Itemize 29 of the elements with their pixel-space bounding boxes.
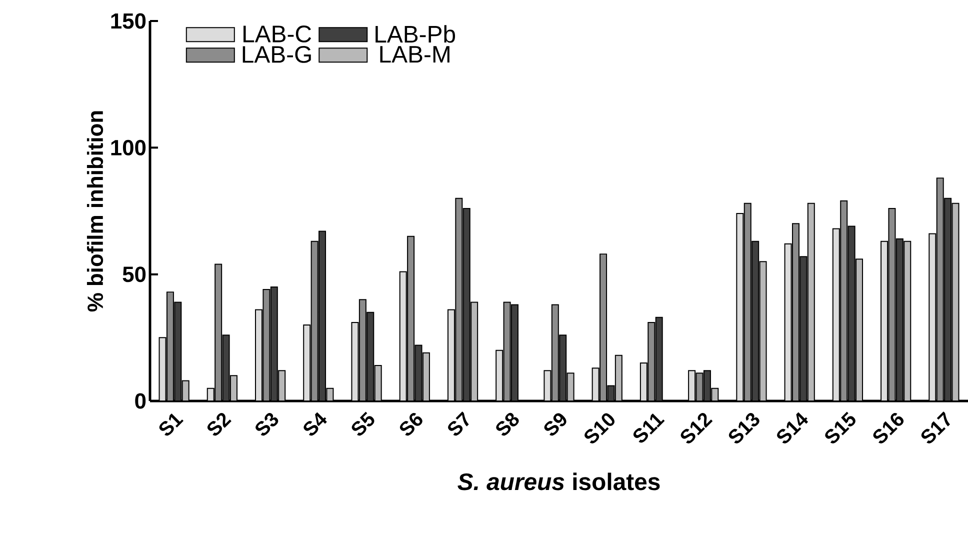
y-tick-label: 150 xyxy=(111,13,146,29)
x-tick-label: S17 xyxy=(921,411,950,444)
x-tick-label: S4 xyxy=(304,412,327,436)
bar xyxy=(952,202,960,401)
x-axis-title: S. aureus isolates xyxy=(458,472,660,490)
x-tick-label: S13 xyxy=(728,412,760,444)
x-tick-label: S8 xyxy=(496,412,519,436)
y-tick-label: 50 xyxy=(122,266,146,282)
x-tick-label: S12 xyxy=(680,412,713,444)
x-tick-label: S14 xyxy=(777,412,808,444)
x-tick-label: S16 xyxy=(873,412,904,444)
y-tick-label: 100 xyxy=(111,140,146,156)
y-tick-label: 0 xyxy=(135,393,146,409)
x-tick-label: S10 xyxy=(584,413,614,444)
x-tick-label: S9 xyxy=(544,413,566,436)
x-tick-label: S2 xyxy=(207,412,232,436)
x-tick-label: S3 xyxy=(256,412,278,436)
bar xyxy=(414,344,422,401)
legend-label: LAB-M xyxy=(380,46,450,63)
legend-label: LAB-G xyxy=(242,46,311,63)
x-tick-label: S15 xyxy=(825,412,856,444)
x-tick-label: S7 xyxy=(448,411,469,436)
x-tick-label: S1 xyxy=(159,413,184,436)
x-tick-label: S11 xyxy=(633,413,665,443)
legend-label: LAB-Pb xyxy=(376,25,456,43)
y-axis-title: % biofilm inhibition xyxy=(86,111,104,312)
x-tick-label: S5 xyxy=(352,412,374,436)
x-tick-label: S6 xyxy=(400,412,422,436)
legend-label: LAB-C xyxy=(244,26,312,42)
